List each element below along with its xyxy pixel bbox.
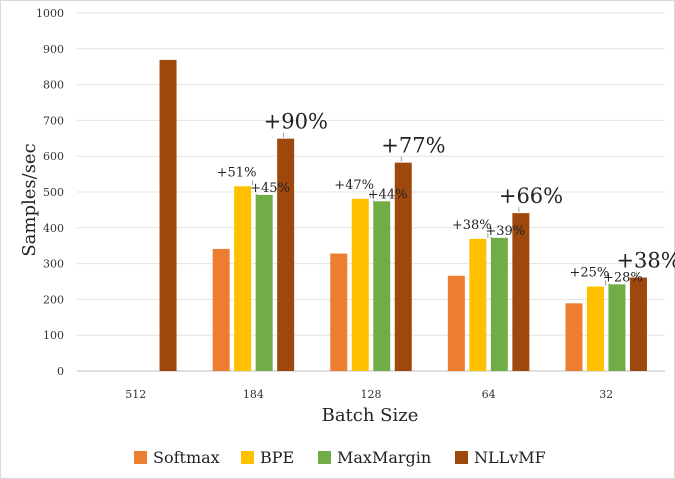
bar-bpe-128 — [351, 198, 369, 371]
bar-softmax-32 — [565, 303, 583, 371]
y-tick-label: 0 — [57, 365, 64, 378]
x-axis-title: Batch Size — [322, 405, 419, 426]
gain-annotation: +45% — [250, 181, 290, 196]
x-tick-label: 64 — [482, 388, 496, 401]
gain-annotation: +44% — [368, 187, 408, 202]
y-tick-label: 800 — [43, 79, 64, 92]
y-tick-label: 100 — [43, 329, 64, 342]
legend-label-maxmargin: MaxMargin — [337, 448, 431, 467]
gain-annotation-large: +77% — [381, 134, 445, 158]
bar-nllvmf-32 — [629, 277, 647, 371]
bar-maxmargin-128 — [373, 201, 391, 371]
legend-swatch-softmax — [134, 451, 147, 464]
gain-annotation: +28% — [603, 270, 643, 285]
bar-nllvmf-184 — [277, 138, 295, 371]
gain-annotation: +38% — [452, 218, 492, 233]
bar-bpe-184 — [234, 186, 252, 371]
bar-nllvmf-512 — [159, 59, 177, 371]
y-tick-label: 200 — [43, 293, 64, 306]
bar-nllvmf-64 — [512, 213, 530, 371]
y-tick-label: 900 — [43, 43, 64, 56]
bar-softmax-128 — [330, 253, 348, 371]
bar-maxmargin-32 — [608, 284, 626, 371]
legend-swatch-maxmargin — [318, 451, 331, 464]
gain-annotation-large: +66% — [499, 184, 563, 208]
x-tick-label: 184 — [243, 388, 264, 401]
y-tick-label: 600 — [43, 150, 64, 163]
bar-bpe-32 — [586, 286, 604, 371]
bar-maxmargin-184 — [255, 194, 273, 371]
annotations: +51%+45%+90%+47%+44%+77%+38%+39%+66%+25%… — [217, 110, 675, 286]
legend-label-nllvmf: NLLvMF — [474, 448, 546, 467]
bar-softmax-64 — [447, 275, 465, 371]
y-axis-title: Samples/sec — [19, 143, 40, 256]
y-tick-label: 1000 — [36, 7, 64, 20]
legend-label-softmax: Softmax — [153, 448, 220, 467]
y-tick-label: 700 — [43, 114, 64, 127]
x-tick-label: 128 — [361, 388, 382, 401]
y-tick-label: 500 — [43, 186, 64, 199]
gain-annotation: +51% — [217, 165, 257, 180]
y-tick-label: 400 — [43, 222, 64, 235]
x-tick-label: 32 — [599, 388, 613, 401]
gain-annotation-large: +38% — [616, 249, 675, 273]
bar-softmax-184 — [212, 248, 230, 371]
bar-nllvmf-128 — [394, 162, 412, 371]
gain-annotation: +39% — [485, 224, 525, 239]
bar-bpe-64 — [469, 238, 487, 371]
gain-annotation-large: +90% — [264, 110, 328, 134]
legend-label-bpe: BPE — [260, 448, 294, 467]
gain-annotation: +25% — [569, 266, 609, 281]
y-axis-ticks: 0 100 200 300 400 500 600 700 800 900 1000 — [36, 7, 64, 378]
y-tick-label: 300 — [43, 258, 64, 271]
legend: Softmax BPE MaxMargin NLLvMF — [134, 448, 546, 467]
bars — [159, 59, 647, 371]
gain-annotation: +47% — [334, 178, 374, 193]
bar-maxmargin-64 — [490, 237, 508, 371]
x-axis-ticks: 512 184 128 64 32 — [125, 388, 613, 401]
x-tick-label: 512 — [125, 388, 146, 401]
legend-swatch-bpe — [241, 451, 254, 464]
legend-swatch-nllvmf — [455, 451, 468, 464]
